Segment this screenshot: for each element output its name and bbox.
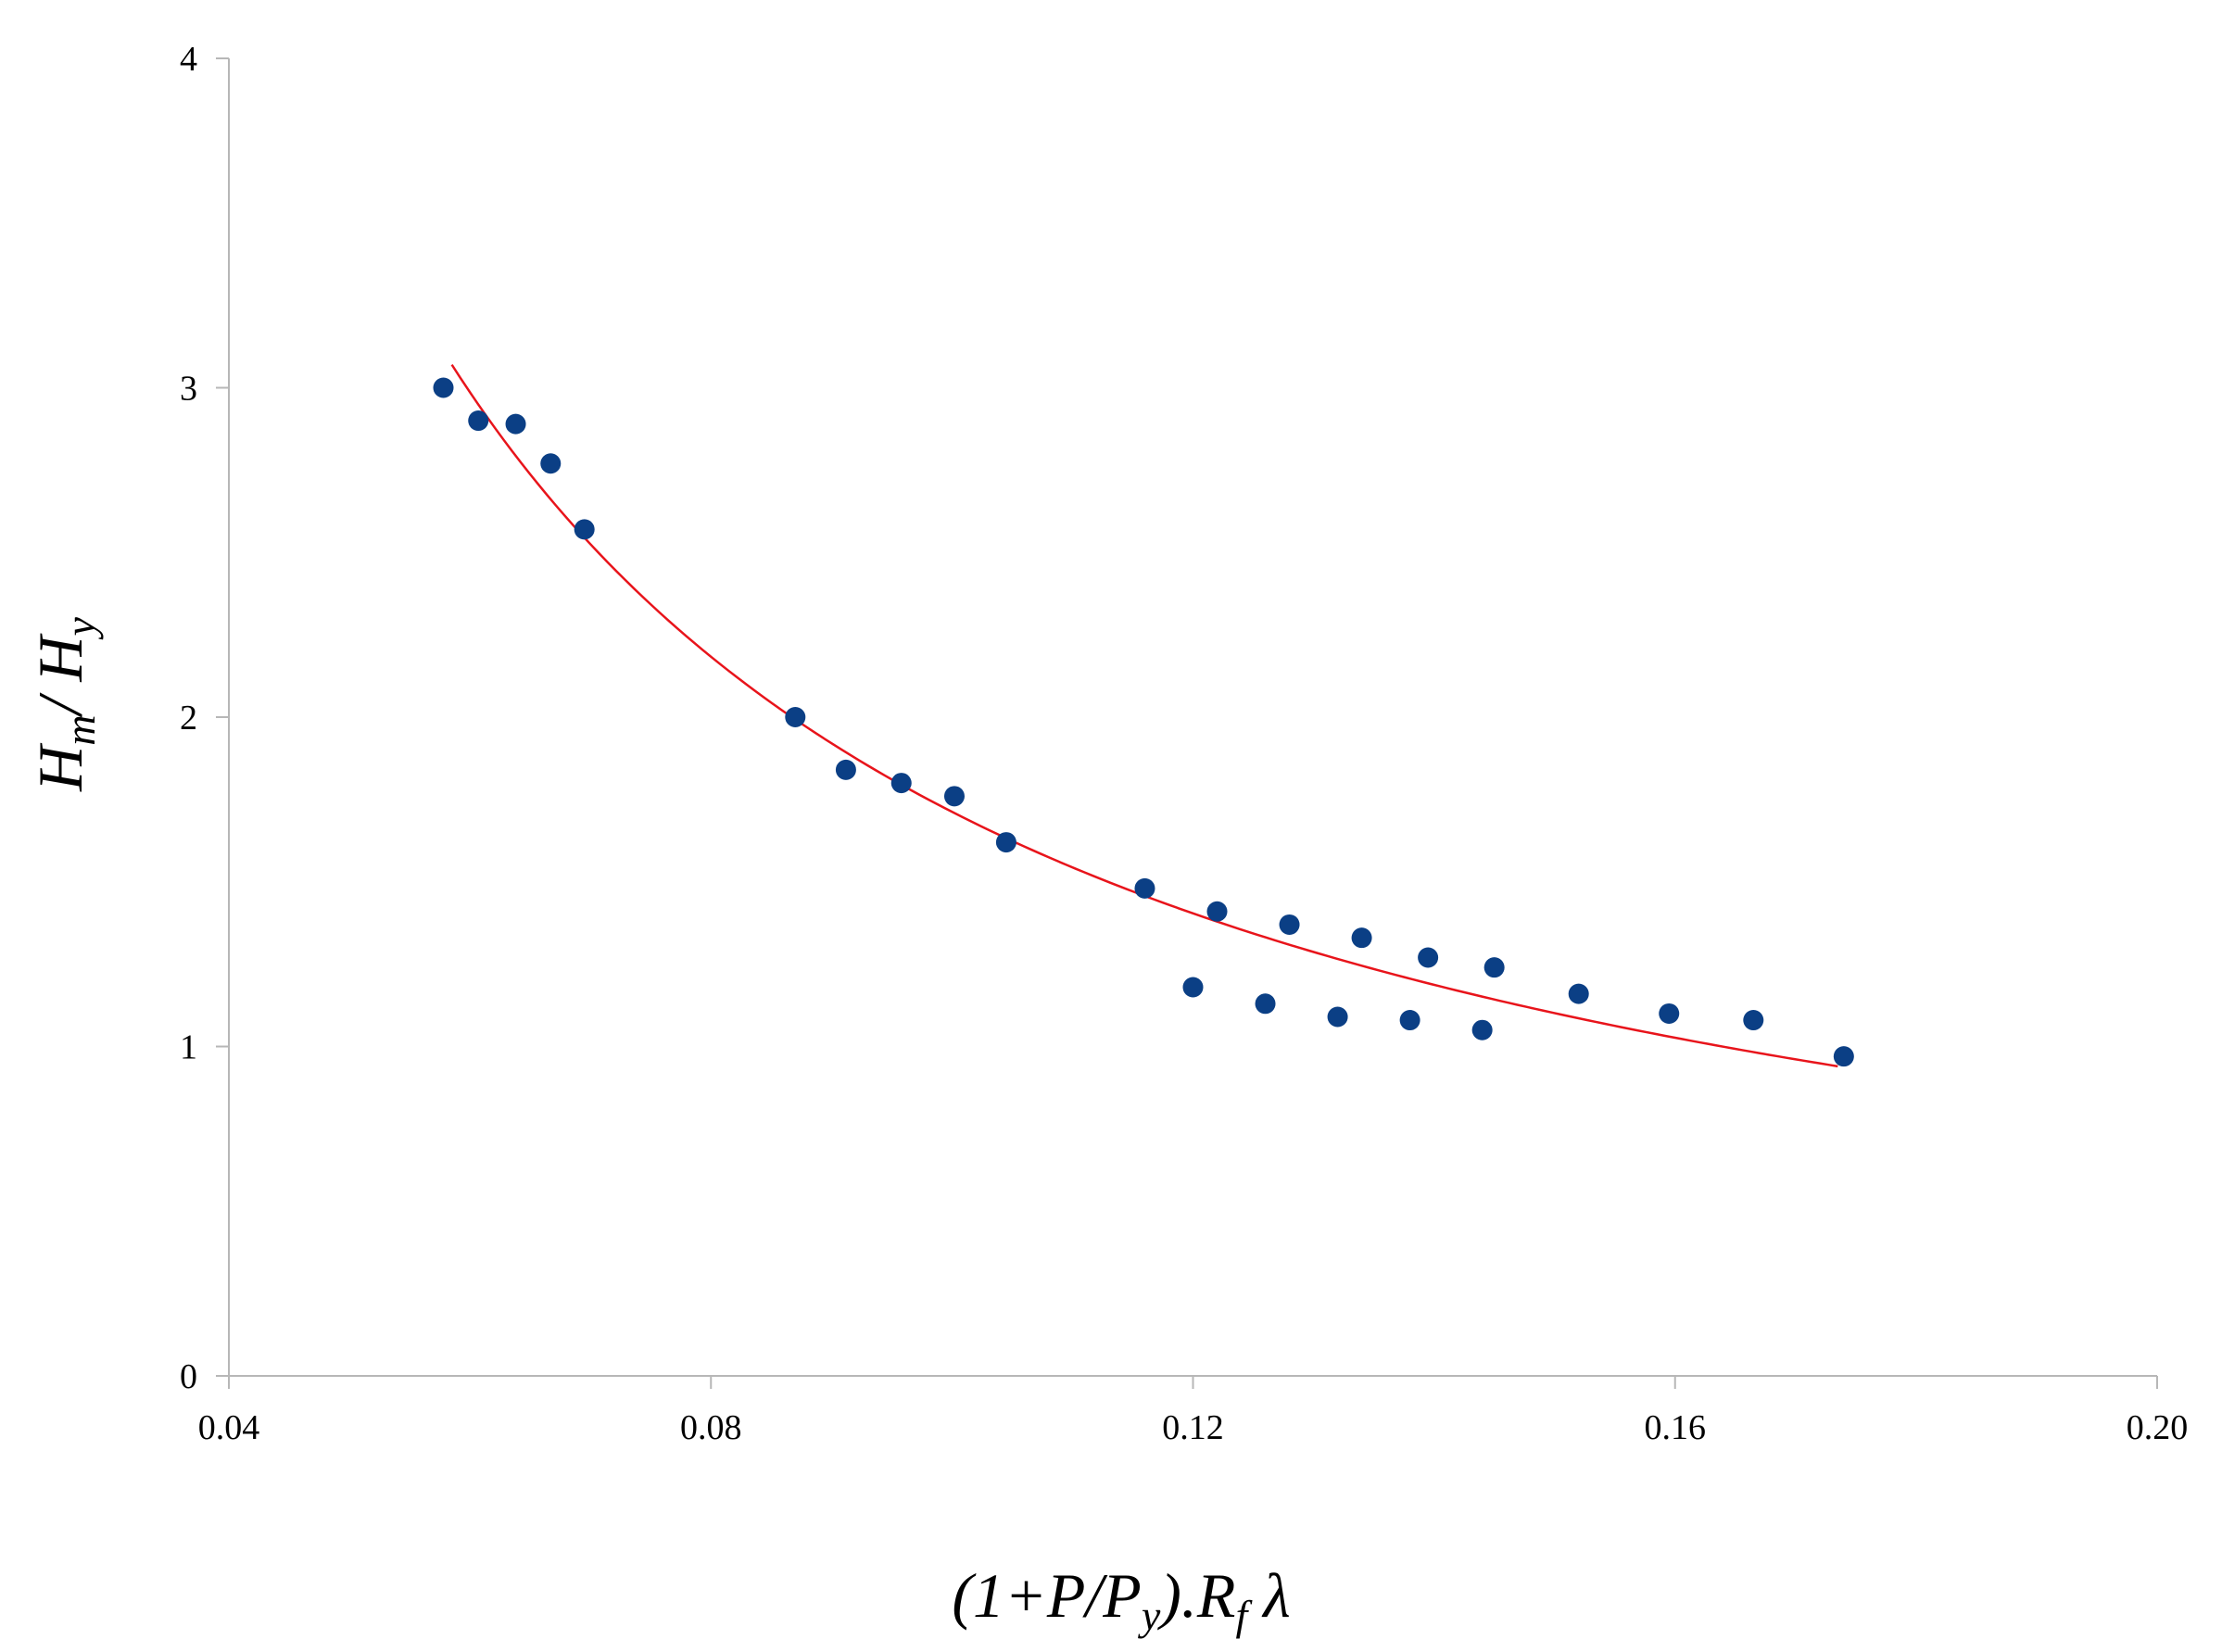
data-point (1182, 977, 1204, 998)
data-point (943, 786, 965, 807)
data-point (1743, 1010, 1764, 1031)
trendline-layer (450, 363, 1838, 1068)
data-point (1568, 983, 1589, 1004)
x-axis-label: (1+P/Py).Rf λ (952, 1560, 1290, 1639)
trendline-curve (450, 363, 1838, 1068)
data-point (890, 773, 912, 794)
data-point (505, 413, 526, 435)
y-tick-label: 3 (180, 370, 197, 409)
data-point (540, 453, 562, 474)
data-point (1659, 1003, 1680, 1024)
y-tick-label: 0 (180, 1357, 197, 1396)
x-tick-label: 0.04 (198, 1408, 260, 1447)
data-point (1418, 947, 1439, 968)
data-point (1134, 877, 1155, 899)
data-point (574, 519, 595, 540)
data-point (835, 759, 856, 780)
x-tick-label: 0.08 (680, 1408, 742, 1447)
data-point (433, 377, 454, 398)
data-point (1255, 993, 1276, 1015)
tick-labels: 0 1 2 3 4 0.04 0.08 0.12 0.16 0.20 (180, 40, 2188, 1447)
y-tick-label: 4 (180, 40, 197, 79)
data-point (995, 832, 1016, 853)
data-point (785, 707, 806, 727)
y-axis-label: Hm/ Hy (25, 617, 104, 792)
y-tick-label: 1 (180, 1028, 197, 1067)
x-tick-label: 0.12 (1162, 1408, 1224, 1447)
data-point (1483, 957, 1505, 978)
data-point (1327, 1006, 1348, 1028)
x-tick-label: 0.16 (1645, 1408, 1707, 1447)
data-point (1351, 927, 1372, 949)
axes (216, 57, 2158, 1389)
data-point (1279, 914, 1300, 935)
y-tick-label: 2 (180, 699, 197, 738)
data-point (468, 410, 489, 432)
data-points (433, 377, 1854, 1067)
data-point (1471, 1019, 1493, 1040)
data-point (1833, 1046, 1854, 1067)
x-tick-label: 0.20 (2127, 1408, 2189, 1447)
data-point (1206, 901, 1228, 922)
data-point (1399, 1010, 1420, 1031)
